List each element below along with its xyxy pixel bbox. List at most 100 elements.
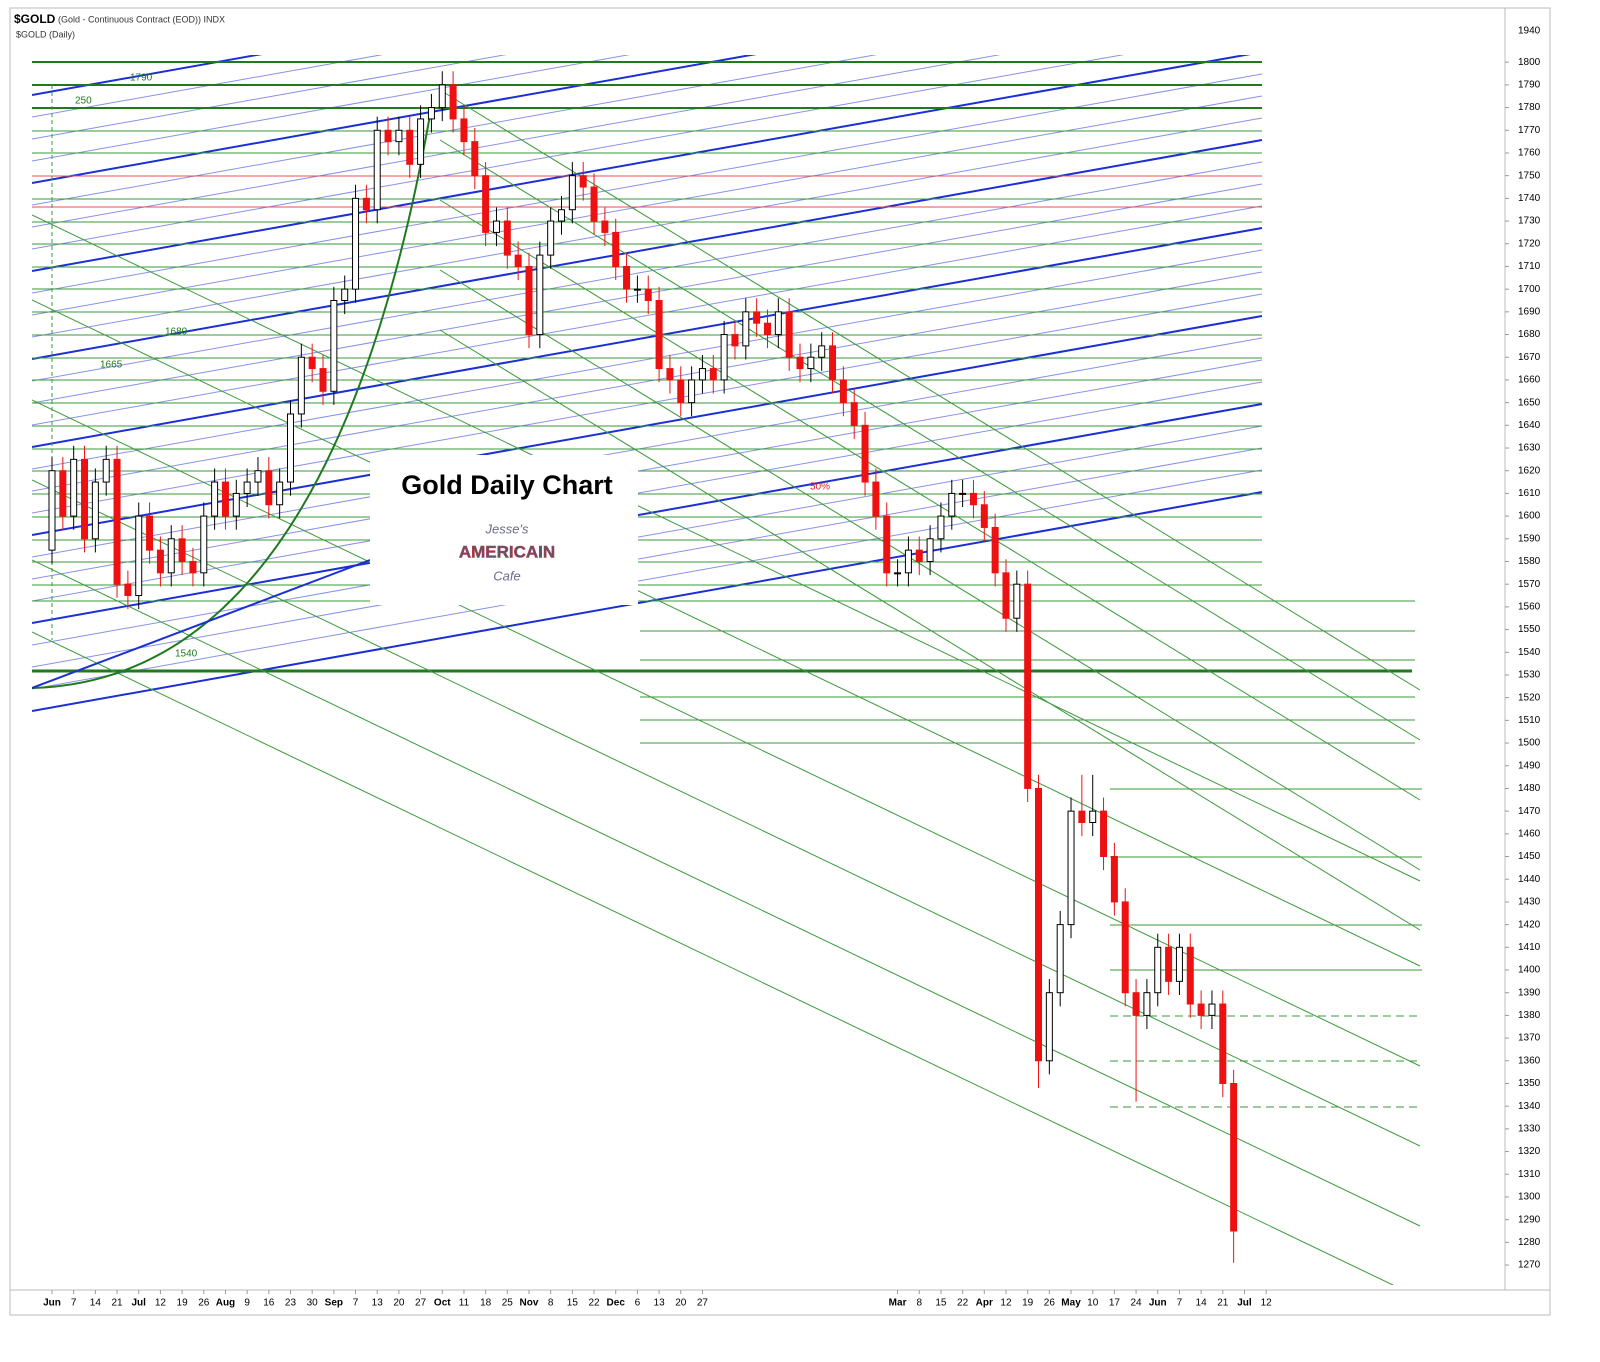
candle-body — [904, 549, 912, 574]
candle-body — [547, 220, 555, 256]
annotation: 1790 — [130, 73, 153, 84]
candle-body — [742, 311, 750, 347]
annotation: 50% — [810, 482, 830, 493]
candle-body — [503, 220, 511, 256]
candle-body — [763, 322, 771, 336]
y-tick-label: 1600 — [1518, 511, 1541, 522]
trend-line — [32, 55, 631, 162]
candle-body — [200, 515, 208, 574]
y-tick-label: 1390 — [1518, 987, 1541, 998]
candle-body — [1002, 572, 1010, 619]
x-tick-label: 16 — [263, 1298, 275, 1309]
candle-body — [59, 470, 67, 517]
trend-line — [32, 337, 1263, 558]
x-tick-label: 30 — [307, 1298, 319, 1309]
y-tick-label: 1790 — [1518, 80, 1541, 91]
x-tick-label: 27 — [697, 1298, 709, 1309]
y-tick-label: 1360 — [1518, 1055, 1541, 1066]
candle-body — [297, 356, 305, 415]
candle-body — [698, 368, 706, 381]
y-tick-label: 1400 — [1518, 965, 1541, 976]
candle-body — [1056, 924, 1064, 994]
candle-body — [753, 311, 761, 324]
x-tick-label: 8 — [916, 1298, 922, 1309]
y-tick-label: 1470 — [1518, 806, 1541, 817]
candle-body — [276, 481, 284, 506]
logo-text: Jesse's — [485, 521, 529, 536]
trend-line — [32, 479, 1421, 1147]
x-tick-label: 22 — [588, 1298, 600, 1309]
y-tick-label: 1410 — [1518, 942, 1541, 953]
trend-line — [32, 95, 1263, 316]
candle-body — [1035, 787, 1043, 1062]
trend-line — [32, 299, 1421, 967]
y-tick-label: 1740 — [1518, 193, 1541, 204]
x-tick-label: 19 — [177, 1298, 189, 1309]
candle-body — [915, 549, 923, 562]
y-tick-label: 1460 — [1518, 828, 1541, 839]
candle-body — [449, 84, 457, 120]
candle-body — [221, 481, 229, 517]
y-tick-label: 1340 — [1518, 1101, 1541, 1112]
x-tick-label: Jun — [1149, 1298, 1167, 1309]
x-tick-label: 24 — [1131, 1298, 1143, 1309]
trend-line — [32, 631, 1395, 1285]
candle-body — [243, 481, 251, 494]
y-tick-label: 1680 — [1518, 329, 1541, 340]
trend-line — [439, 89, 1421, 691]
candle-body — [666, 368, 674, 381]
candle-body — [525, 265, 533, 336]
candle-body — [959, 492, 967, 495]
y-tick-label: 1290 — [1518, 1214, 1541, 1225]
candle-body — [579, 175, 587, 188]
trend-line — [32, 227, 1263, 448]
y-tick-label: 1450 — [1518, 851, 1541, 862]
candle-body — [406, 129, 414, 165]
candle-body — [167, 538, 175, 574]
x-tick-label: 27 — [415, 1298, 427, 1309]
candle-body — [146, 515, 154, 551]
candle-body — [1186, 946, 1194, 1005]
annotation: 1540 — [175, 649, 198, 660]
candle-body — [1110, 856, 1118, 903]
trend-line — [439, 139, 1421, 741]
candle-body — [492, 220, 500, 233]
y-tick-label: 1490 — [1518, 760, 1541, 771]
candle-body — [81, 458, 89, 540]
x-tick-label: 11 — [459, 1298, 470, 1309]
y-tick-label: 1780 — [1518, 102, 1541, 113]
trend-line — [32, 381, 1263, 602]
candle-body — [948, 492, 956, 517]
y-tick-label: 1640 — [1518, 420, 1541, 431]
trend-line — [32, 447, 1263, 668]
x-tick-label: 7 — [353, 1298, 359, 1309]
candle-body — [211, 481, 219, 517]
candle-body — [352, 197, 360, 290]
x-tick-label: Jul — [131, 1298, 146, 1309]
y-tick-label: 1540 — [1518, 647, 1541, 658]
x-tick-label: 17 — [1109, 1298, 1121, 1309]
candle-body — [644, 288, 652, 301]
y-tick-label: 1760 — [1518, 148, 1541, 159]
candle-body — [937, 515, 945, 540]
candle-body — [460, 118, 468, 143]
candle-body — [471, 141, 479, 177]
candle-body — [254, 470, 262, 483]
symbol: $GOLD — [14, 12, 56, 26]
candle-body — [861, 424, 869, 483]
candle-body — [417, 118, 425, 165]
y-tick-label: 1280 — [1518, 1237, 1541, 1248]
y-tick-label: 1380 — [1518, 1010, 1541, 1021]
y-tick-label: 1500 — [1518, 738, 1541, 749]
trend-line — [32, 214, 1421, 882]
candle-body — [330, 299, 338, 392]
y-tick-label: 1720 — [1518, 238, 1541, 249]
y-tick-label: 1350 — [1518, 1078, 1541, 1089]
candle-body — [536, 254, 544, 336]
trend-line — [32, 205, 1263, 426]
logo-text: AMERICAIN — [459, 542, 555, 561]
x-tick-label: 21 — [111, 1298, 123, 1309]
x-tick-label: 23 — [285, 1298, 297, 1309]
